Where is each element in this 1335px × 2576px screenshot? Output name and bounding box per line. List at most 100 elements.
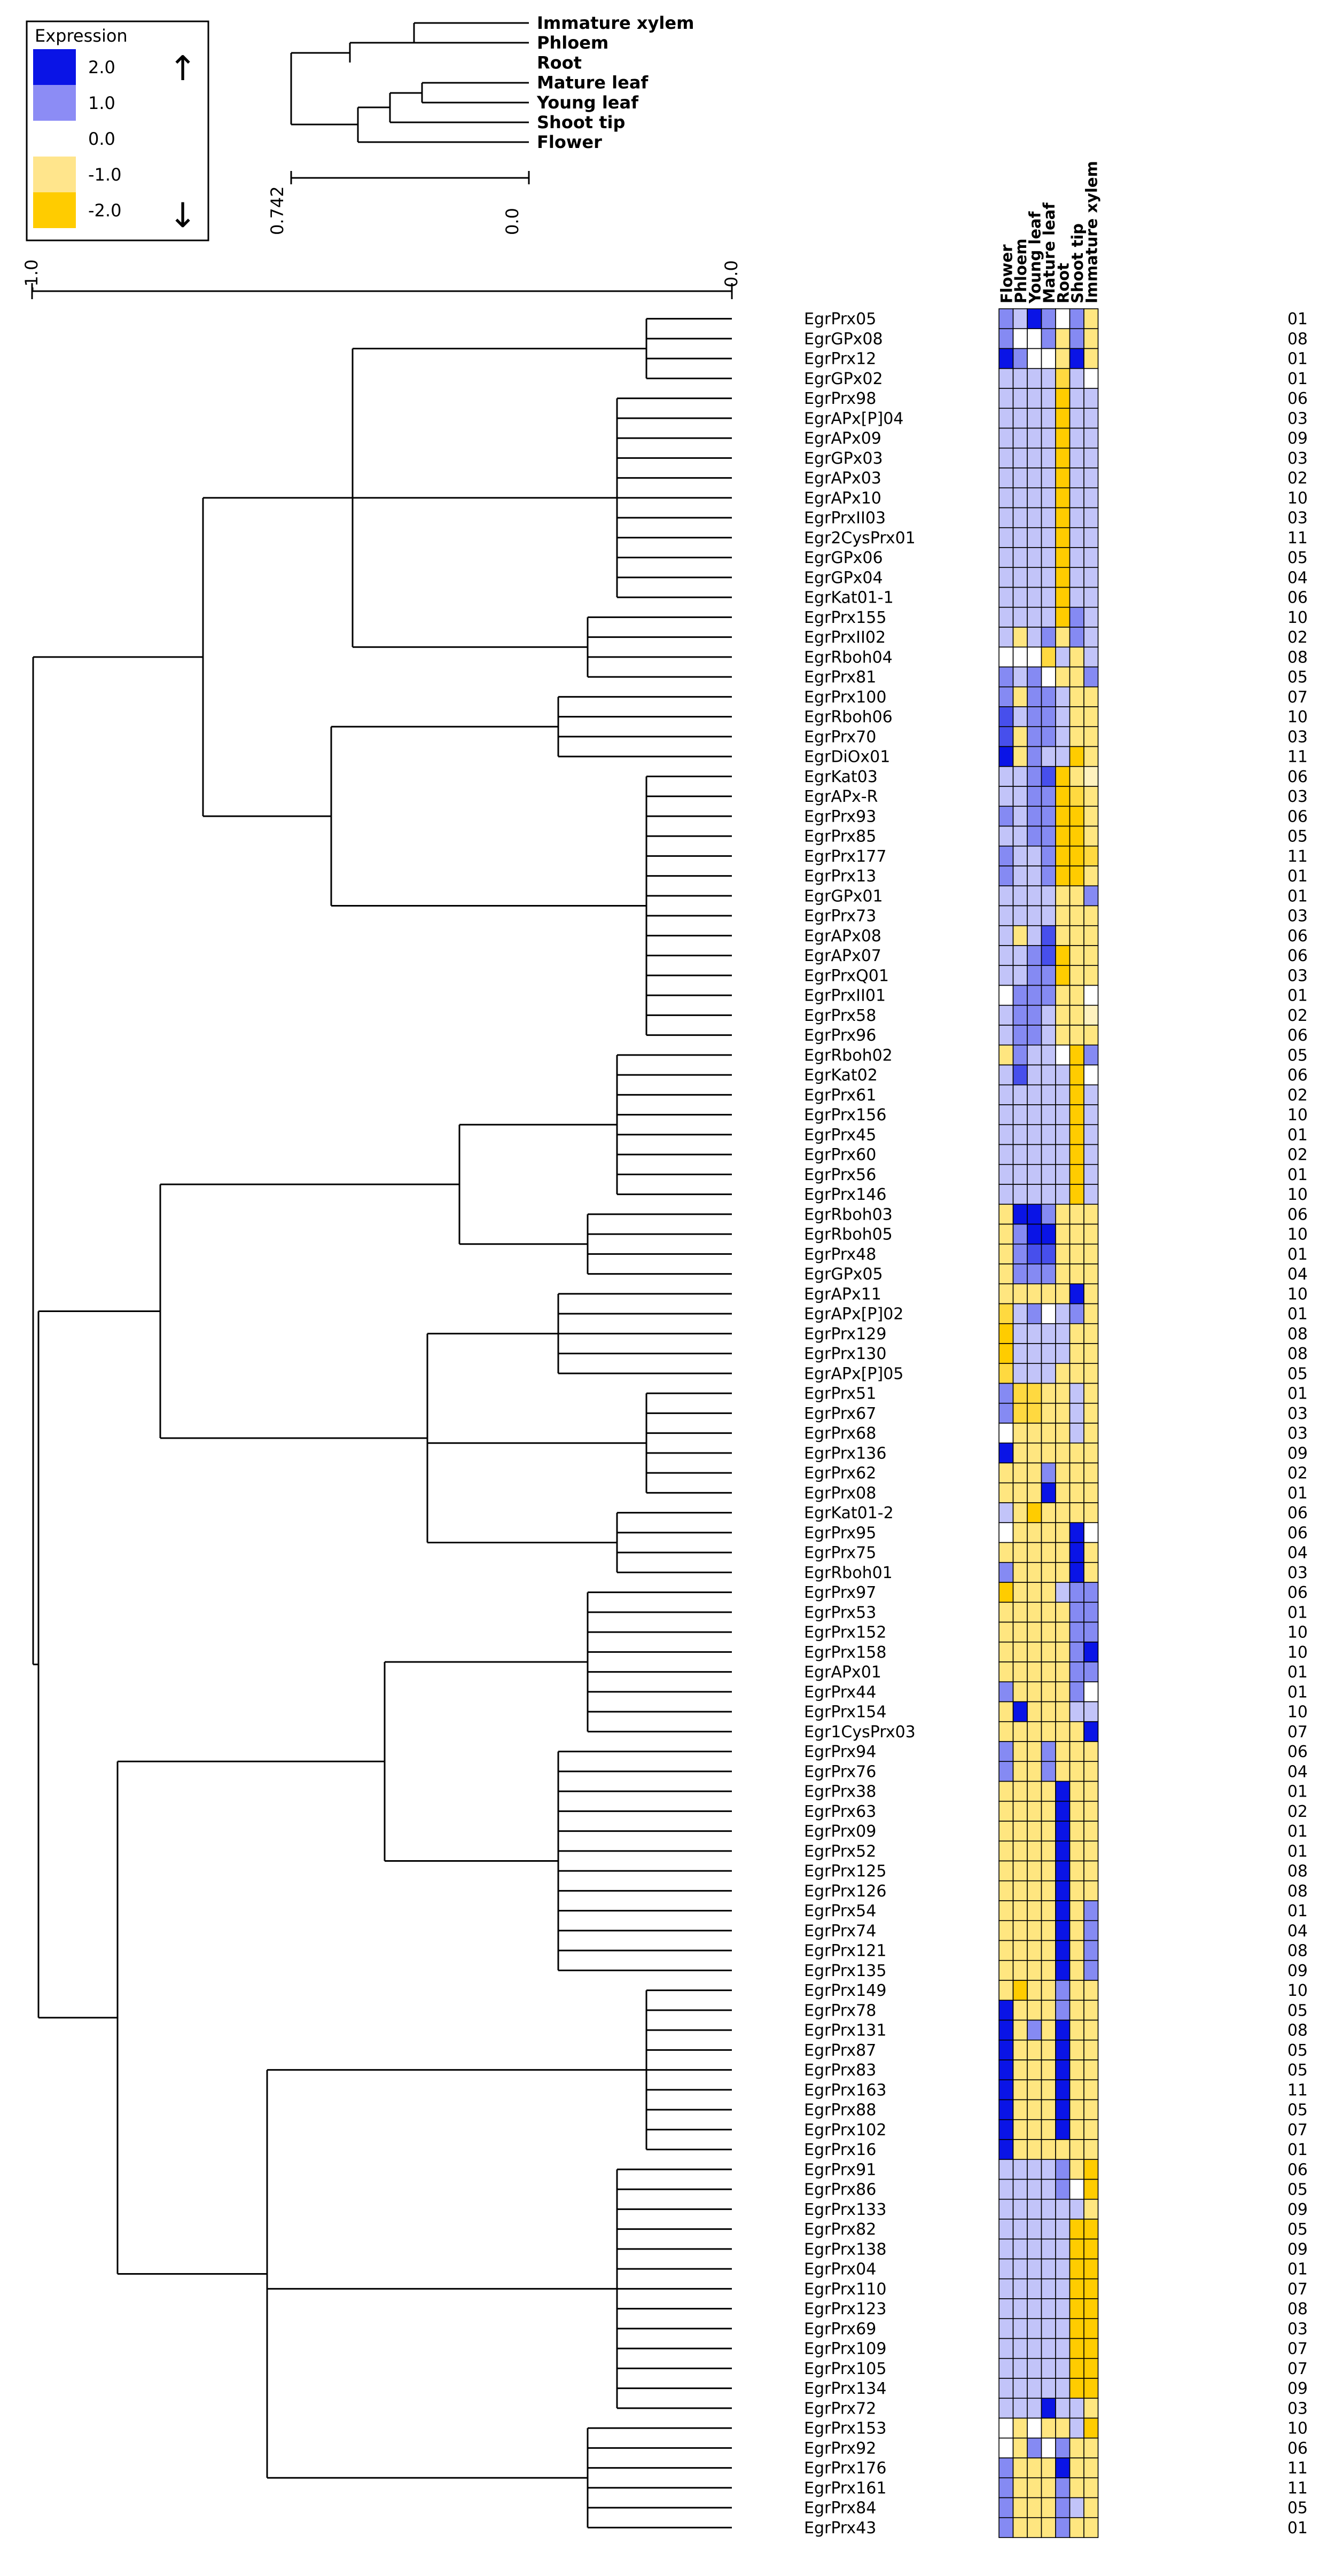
heatmap-cell: [998, 1144, 1014, 1165]
heatmap-cell: [1041, 2000, 1056, 2021]
heatmap-cell: [1055, 1044, 1071, 1066]
heatmap-cell: [1069, 1204, 1084, 1225]
row-label: EgrPrx09: [804, 1822, 876, 1841]
heatmap-cell: [1012, 1980, 1028, 2001]
heatmap-cell: [1027, 348, 1042, 369]
heatmap-cell: [1027, 2198, 1042, 2220]
heatmap-cell: [1012, 408, 1028, 429]
heatmap-cell: [1027, 1880, 1042, 1901]
heatmap-cell: [1041, 1124, 1056, 1145]
heatmap-cell: [1012, 1502, 1028, 1524]
heatmap-cell: [1027, 627, 1042, 648]
heatmap-cell: [1069, 1423, 1084, 1444]
chromosome-label: 06: [1287, 927, 1308, 946]
heatmap-cell: [1041, 1104, 1056, 1126]
chromosome-label: 06: [1287, 589, 1308, 607]
row-label: EgrPrx76: [804, 1762, 876, 1781]
heatmap-cell: [1083, 1124, 1099, 1145]
heatmap-cell: [1083, 905, 1099, 926]
heatmap-cell: [1027, 1781, 1042, 1802]
heatmap-cell: [1083, 726, 1099, 747]
heatmap-cell: [1083, 2139, 1099, 2160]
heatmap-cell: [1083, 527, 1099, 548]
heatmap-cell: [1027, 965, 1042, 986]
heatmap-cell: [1069, 467, 1084, 489]
heatmap-cell: [998, 925, 1014, 946]
heatmap-cell: [1055, 1880, 1071, 1901]
heatmap-cell: [998, 547, 1014, 568]
heatmap-cell: [1055, 1343, 1071, 1364]
chromosome-label: 11: [1287, 2459, 1308, 2478]
heatmap-cell: [1041, 1084, 1056, 1105]
heatmap-cell: [1027, 706, 1042, 728]
chromosome-label: 01: [1287, 350, 1308, 369]
chromosome-label: 09: [1287, 2240, 1308, 2259]
heatmap-cell: [1027, 1721, 1042, 1742]
heatmap-cell: [998, 985, 1014, 1006]
heatmap-cell: [1069, 1761, 1084, 1782]
heatmap-cell: [998, 766, 1014, 787]
chromosome-label: 05: [1287, 549, 1308, 567]
heatmap-cell: [1027, 1363, 1042, 1384]
heatmap-cell: [1055, 965, 1071, 986]
chromosome-label: 03: [1287, 1424, 1308, 1443]
heatmap-cell: [1041, 1602, 1056, 1623]
heatmap-cell: [1012, 646, 1028, 668]
heatmap-cell: [1027, 1442, 1042, 1464]
heatmap-cell: [1083, 328, 1099, 349]
heatmap-cell: [1055, 2238, 1071, 2260]
heatmap-cell: [1083, 1880, 1099, 1901]
heatmap-cell: [1083, 348, 1099, 369]
heatmap-cell: [1083, 1283, 1099, 1305]
heatmap-cell: [1055, 1522, 1071, 1543]
heatmap-cell: [1069, 925, 1084, 946]
heatmap-cell: [1041, 1781, 1056, 1802]
row-label: EgrPrx123: [804, 2300, 886, 2319]
row-label: EgrAPx01: [804, 1663, 881, 1682]
heatmap-cell: [1069, 666, 1084, 688]
chromosome-label: 02: [1287, 1146, 1308, 1165]
chromosome-label: 01: [1287, 1822, 1308, 1841]
heatmap-cell: [1069, 2417, 1084, 2439]
heatmap-cell: [1083, 1402, 1099, 1424]
heatmap-cell: [1012, 706, 1028, 728]
row-label: EgrPrx97: [804, 1583, 876, 1602]
heatmap-cell: [998, 1781, 1014, 1802]
heatmap-cell: [998, 746, 1014, 767]
heatmap-cell: [1055, 348, 1071, 369]
heatmap-cell: [1069, 1542, 1084, 1563]
heatmap-cell: [1027, 487, 1042, 509]
chromosome-label: 11: [1287, 748, 1308, 767]
heatmap-cell: [1012, 1621, 1028, 1643]
heatmap-cell: [998, 1940, 1014, 1961]
heatmap-cell: [1083, 925, 1099, 946]
chromosome-label: 06: [1287, 1524, 1308, 1542]
row-label: EgrPrx93: [804, 807, 876, 826]
heatmap-cell: [1083, 1004, 1099, 1026]
row-tree-scale-bar: [31, 283, 733, 299]
heatmap-cell: [1055, 1800, 1071, 1822]
column-label: Root: [1054, 263, 1072, 303]
chromosome-label: 02: [1287, 1006, 1308, 1025]
row-label: EgrPrx131: [804, 2021, 886, 2040]
heatmap-cell: [1069, 1283, 1084, 1305]
heatmap-cell: [1083, 2517, 1099, 2538]
heatmap-cell: [1012, 845, 1028, 867]
heatmap-cell: [1083, 1721, 1099, 1742]
row-label: EgrPrx161: [804, 2479, 886, 2497]
heatmap-cell: [1027, 2019, 1042, 2041]
heatmap-cell: [1012, 1701, 1028, 1722]
heatmap-cell: [1012, 348, 1028, 369]
heatmap-cell: [1027, 1423, 1042, 1444]
heatmap-cell: [1069, 1920, 1084, 1941]
heatmap-cell: [1069, 587, 1084, 608]
heatmap-cell: [1012, 1940, 1028, 1961]
heatmap-cell: [1041, 2219, 1056, 2240]
heatmap-cell: [1012, 308, 1028, 330]
heatmap-cell: [998, 2139, 1014, 2160]
heatmap-cell: [1055, 1064, 1071, 1086]
heatmap-cell: [1041, 1741, 1056, 1762]
heatmap-cell: [1069, 1124, 1084, 1145]
heatmap-cell: [1041, 1860, 1056, 1882]
heatmap-cell: [1041, 786, 1056, 807]
